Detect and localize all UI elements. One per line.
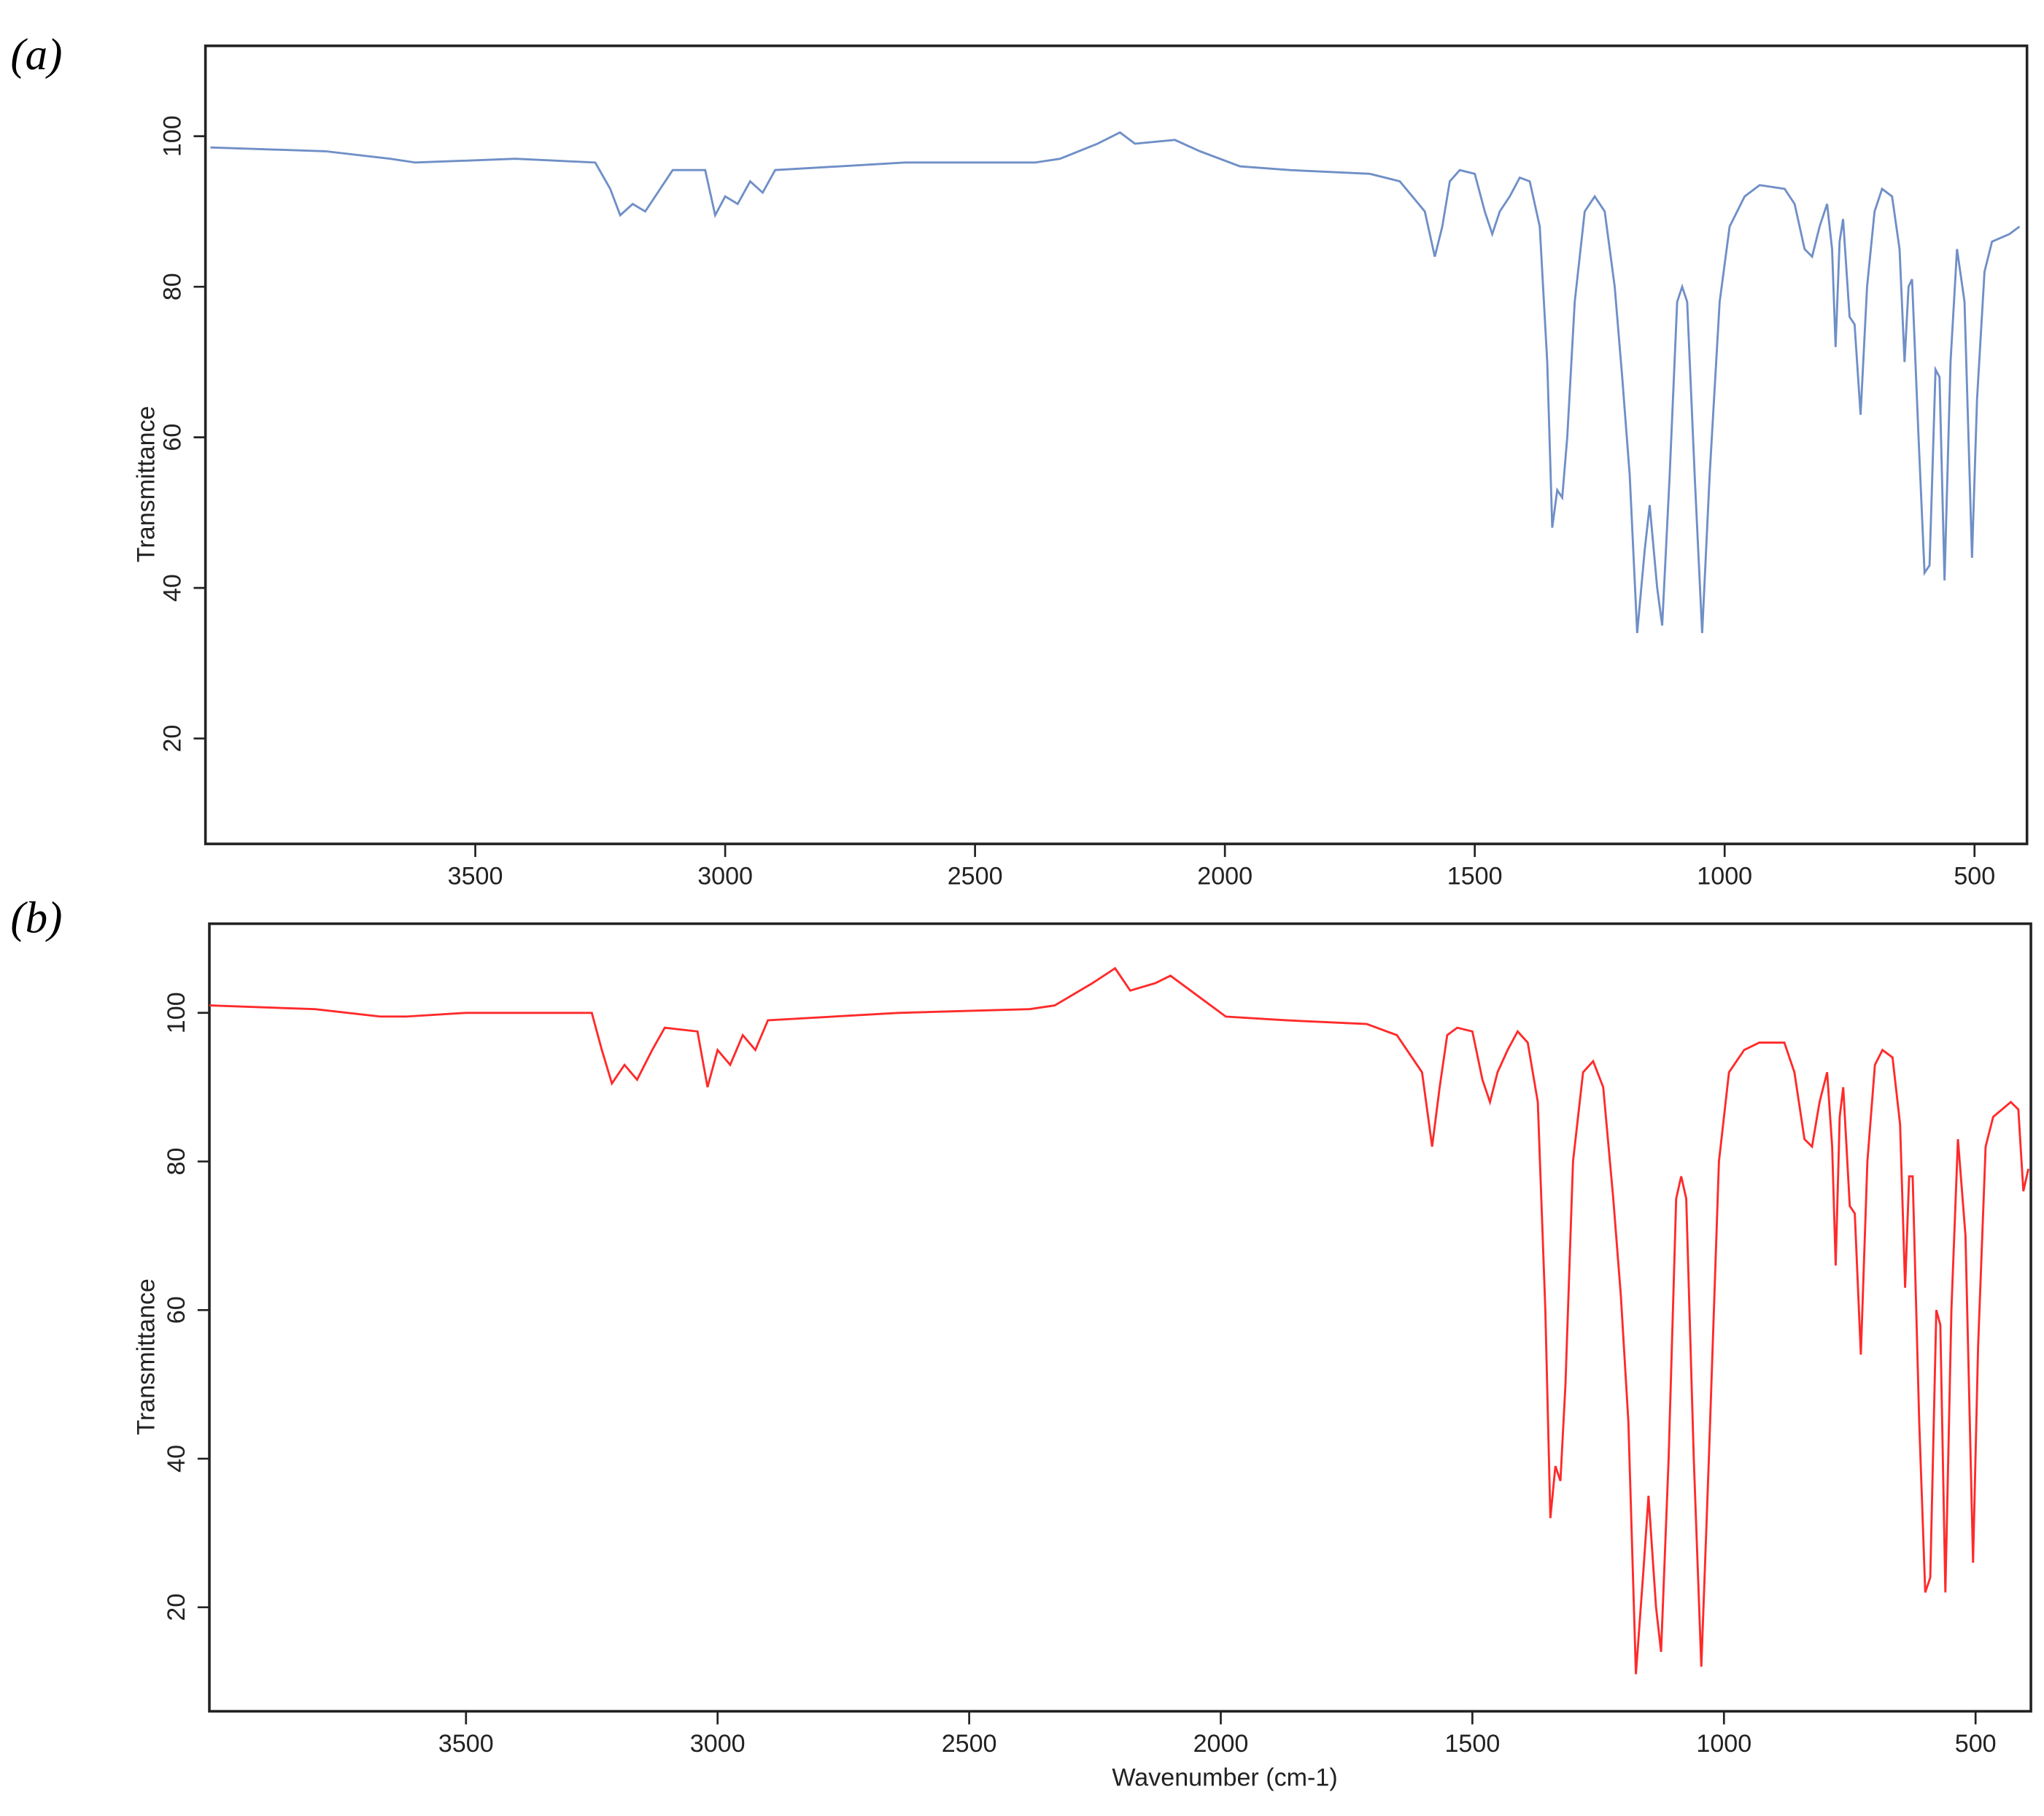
y-tick-label: 100 [163,992,190,1033]
plot-frame [208,922,2032,1713]
x-tick-label: 3500 [448,863,503,890]
x-tick-label: 2500 [942,1730,997,1758]
y-axis-label: Transmittance [133,406,160,562]
spectrum-line [210,131,2021,634]
plot-frame [204,44,2029,845]
y-tick-label: 80 [163,1148,190,1176]
x-tick-label: 2500 [948,863,1003,890]
y-tick-label: 20 [163,1594,190,1621]
y-tick-label: 20 [159,725,187,753]
y-tick-label: 40 [163,1445,190,1472]
x-tick-label: 2000 [1197,863,1253,890]
x-tick-label: 1500 [1447,863,1503,890]
x-tick-label: 3000 [697,863,753,890]
x-tick-label: 1500 [1444,1730,1500,1758]
x-tick-label: 1000 [1697,863,1752,890]
x-tick-label: 2000 [1193,1730,1249,1758]
y-tick-label: 80 [159,273,187,300]
y-tick-label: 60 [163,1296,190,1324]
panel-label: (a) [10,31,62,79]
x-tick-label: 1000 [1696,1730,1751,1758]
panel-label: (b) [10,894,62,943]
x-tick-label: 3000 [690,1730,746,1758]
x-axis-label: Wavenumber (cm-1) [1112,1764,1337,1792]
spectrum-line [209,966,2030,1675]
x-tick-label: 3500 [438,1730,494,1758]
y-tick-label: 40 [159,574,187,602]
y-tick-label: 100 [159,115,187,157]
y-tick-label: 60 [159,424,187,451]
x-tick-label: 500 [1954,863,1995,890]
x-tick-label: 500 [1955,1730,1997,1758]
y-axis-label: Transmittance [133,1278,160,1435]
